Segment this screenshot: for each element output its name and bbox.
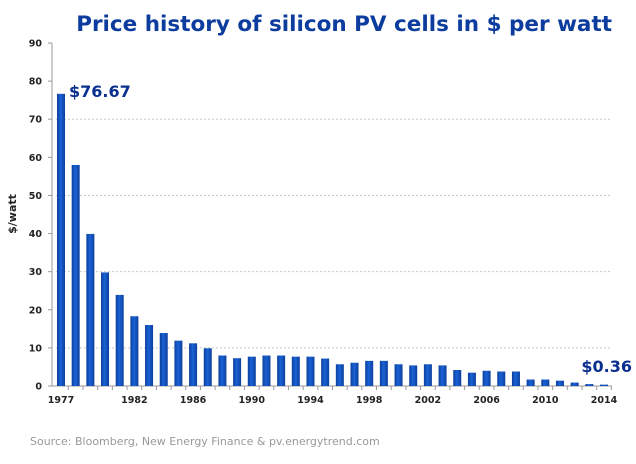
bar-1978 [71, 164, 80, 386]
bar-1985 [174, 340, 183, 386]
bar-1999 [379, 360, 388, 386]
x-tick-label-2006: 2006 [473, 395, 500, 406]
x-tick-label-1982: 1982 [121, 395, 147, 406]
annotation-2014: $0.36 [581, 357, 632, 376]
y-tick-label-80: 80 [29, 77, 43, 88]
annotation-1977: $76.67 [69, 82, 131, 101]
bar-1979 [86, 233, 95, 386]
bar-1980 [101, 272, 110, 386]
x-tick-label-1977: 1977 [48, 395, 74, 406]
bar-2005 [467, 372, 476, 386]
y-tick-label-30: 30 [29, 267, 43, 278]
bar-2003 [438, 365, 447, 386]
bar-2009 [526, 379, 535, 386]
y-tick-label-40: 40 [29, 229, 43, 240]
y-tick-label-90: 90 [29, 39, 43, 50]
x-tick-label-2010: 2010 [532, 395, 559, 406]
bar-1986 [189, 343, 198, 386]
y-tick-label-60: 60 [29, 153, 43, 164]
gridlines [56, 118, 612, 349]
bar-2010 [541, 379, 550, 386]
bar-1988 [218, 355, 227, 386]
bar-2006 [482, 370, 491, 386]
bar-1983 [145, 325, 154, 386]
chart-title: Price history of silicon PV cells in $ p… [76, 12, 612, 37]
bar-1991 [262, 355, 271, 386]
x-tick-label-2002: 2002 [415, 395, 441, 406]
y-tick-label-20: 20 [29, 305, 43, 316]
bar-2012 [570, 382, 579, 386]
bar-1996 [335, 364, 344, 386]
bar-1994 [306, 356, 315, 386]
bar-2007 [497, 371, 506, 386]
x-tick-label-2014: 2014 [591, 395, 618, 406]
bar-2000 [394, 364, 403, 386]
y-axis-label: $/watt [6, 194, 19, 234]
y-tick-label-0: 0 [35, 382, 42, 393]
bar-2014 [600, 384, 608, 386]
bar-2013 [585, 384, 594, 386]
bar-1984 [159, 333, 168, 386]
y-tick-label-10: 10 [29, 343, 43, 354]
bar-1987 [203, 348, 212, 386]
bar-2011 [555, 380, 564, 386]
bar-1990 [247, 356, 256, 386]
bar-1982 [130, 316, 139, 386]
bar-2001 [409, 365, 418, 386]
x-tick-label-1998: 1998 [356, 395, 383, 406]
bar-1989 [233, 358, 242, 386]
bars [57, 93, 608, 386]
bar-1993 [291, 356, 300, 386]
y-tick-label-50: 50 [29, 191, 43, 202]
x-tick-label-1990: 1990 [239, 395, 266, 406]
bar-1981 [115, 294, 124, 386]
bar-1992 [277, 355, 286, 386]
x-tick-label-1986: 1986 [180, 395, 207, 406]
bar-1977 [57, 93, 65, 386]
bar-2008 [511, 371, 520, 386]
x-tick-label-1994: 1994 [297, 395, 324, 406]
bar-2004 [453, 369, 462, 386]
y-tick-label-70: 70 [29, 115, 43, 126]
bar-1997 [350, 362, 359, 386]
bar-1998 [365, 360, 374, 386]
bar-1995 [321, 358, 330, 386]
tick-labels: 0 10 20 30 40 50 60 70 80 90 1977 1982 1986 1990 1994 1… [29, 39, 618, 407]
source-note: Source: Bloomberg, New Energy Finance & … [30, 435, 380, 448]
bar-2002 [423, 364, 432, 386]
